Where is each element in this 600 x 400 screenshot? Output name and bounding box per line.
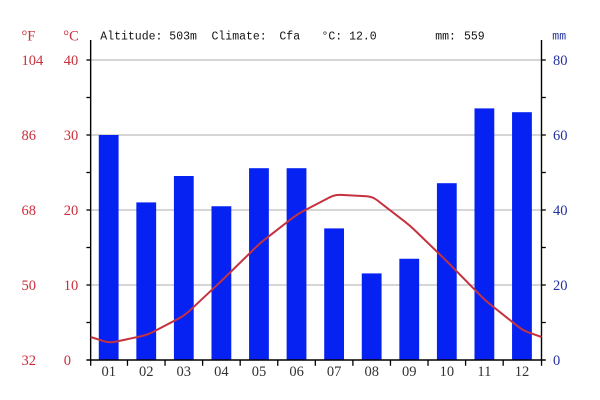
svg-text:10: 10 (64, 278, 79, 294)
svg-text:Altitude: 503m: Altitude: 503m (100, 30, 197, 43)
svg-text:mm: mm (552, 30, 566, 43)
svg-text:11: 11 (477, 364, 491, 380)
svg-text:0: 0 (64, 353, 71, 369)
svg-text:20: 20 (64, 203, 79, 219)
svg-text:09: 09 (402, 364, 417, 380)
svg-text:Climate:: Climate: (212, 30, 267, 43)
svg-text:07: 07 (327, 364, 342, 380)
svg-text:20: 20 (553, 278, 568, 294)
svg-text:68: 68 (22, 203, 37, 219)
svg-text:04: 04 (214, 364, 229, 380)
svg-text:40: 40 (553, 203, 568, 219)
svg-text:°F: °F (22, 29, 36, 45)
svg-text:08: 08 (364, 364, 379, 380)
svg-text:12: 12 (515, 364, 530, 380)
svg-text:0: 0 (553, 353, 560, 369)
svg-text:60: 60 (553, 128, 568, 144)
svg-text:°C: 12.0: °C: 12.0 (322, 30, 377, 43)
svg-text:104: 104 (22, 53, 45, 69)
svg-text:°C: °C (63, 29, 78, 45)
svg-text:01: 01 (101, 364, 116, 380)
svg-text:02: 02 (139, 364, 154, 380)
svg-text:03: 03 (177, 364, 192, 380)
svg-text:06: 06 (289, 364, 304, 380)
svg-text:mm:: mm: (435, 30, 456, 43)
svg-text:86: 86 (22, 128, 37, 144)
svg-text:Cfa: Cfa (279, 30, 300, 43)
svg-text:80: 80 (553, 53, 568, 69)
svg-text:40: 40 (64, 53, 79, 69)
svg-text:10: 10 (440, 364, 455, 380)
svg-text:05: 05 (252, 364, 267, 380)
svg-text:32: 32 (22, 353, 37, 369)
svg-text:50: 50 (22, 278, 37, 294)
svg-text:559: 559 (464, 30, 485, 43)
svg-text:30: 30 (64, 128, 79, 144)
